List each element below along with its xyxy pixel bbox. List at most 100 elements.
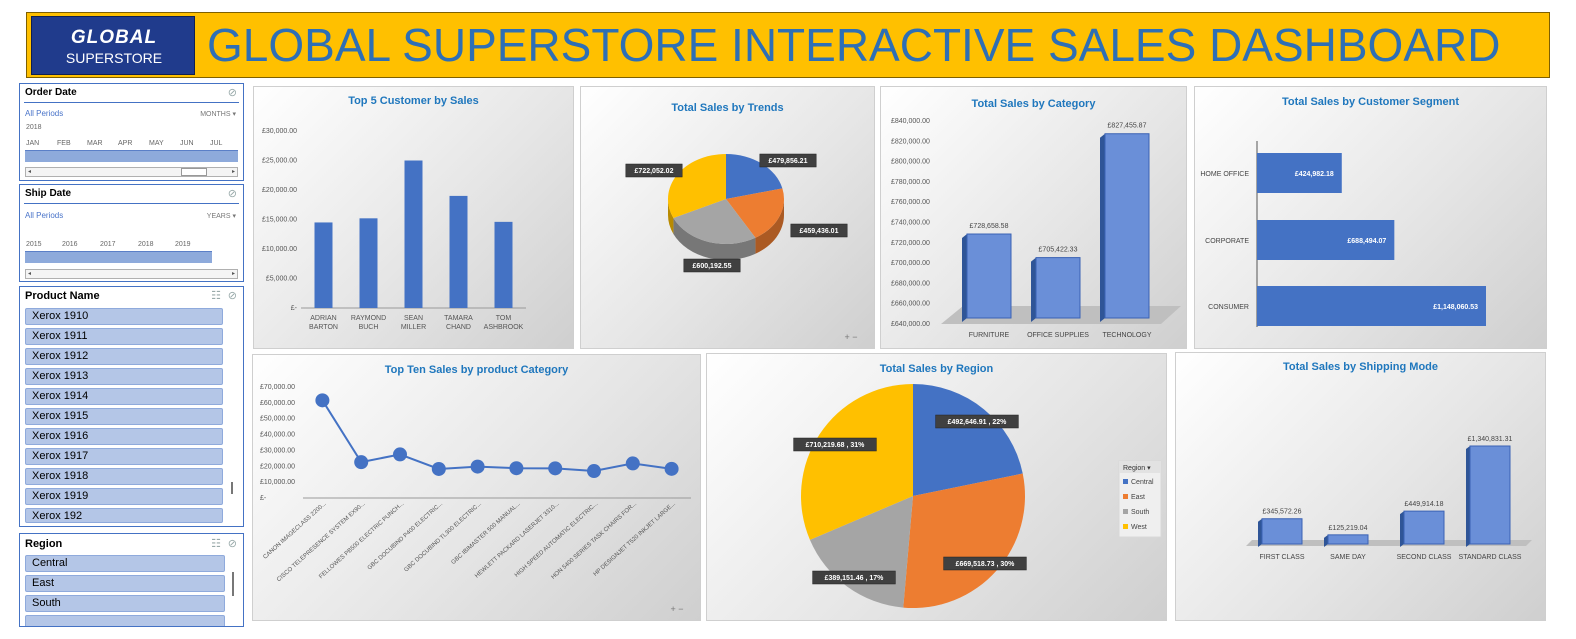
scroll-thumb[interactable]: [181, 168, 207, 176]
timeline-selection-bar[interactable]: [25, 251, 212, 263]
chart-shipping-mode[interactable]: Total Sales by Shipping Mode £345,572.26…: [1175, 352, 1546, 621]
legend-label: Central: [1131, 479, 1154, 486]
pie-slice: [726, 154, 783, 199]
bar: [1257, 286, 1486, 326]
chart-title: Total Sales by Shipping Mode: [1282, 361, 1439, 373]
ship-date-timeline[interactable]: Ship Date ⊘ All Periods YEARS ▾ 2015 201…: [19, 184, 244, 282]
logo-bottom-text: SUPERSTORE: [65, 50, 163, 66]
chart-top5-customers[interactable]: Top 5 Customer by Sales £- £5,000.00 £10,0…: [253, 86, 574, 349]
data-label: £1,340,831.31: [1468, 436, 1513, 443]
chart-sales-trends[interactable]: Total Sales by Trends £479,856.21 £459,43…: [580, 86, 875, 349]
data-point: [393, 447, 407, 462]
data-point: [315, 393, 330, 408]
x-tick-label: FIRST CLASS: [1260, 554, 1305, 561]
slicer-item[interactable]: [25, 615, 225, 626]
data-point: [587, 464, 601, 479]
chart-sales-region[interactable]: Total Sales by Region £492,646.91 , 22% £…: [706, 353, 1167, 621]
y-tick-label: £25,000.00: [262, 158, 297, 165]
data-label: £125,219.04: [1329, 525, 1368, 532]
slicer-item[interactable]: Xerox 1913: [25, 368, 223, 385]
data-point: [548, 461, 563, 476]
chart-sales-category[interactable]: Total Sales by Category £640,000.00 £660,…: [880, 86, 1187, 349]
clear-filter-icon[interactable]: ⊘: [227, 87, 237, 99]
data-label-box: [625, 163, 683, 178]
region-svg: £492,646.91 , 22% £669,518.73 , 30% £389,1…: [793, 384, 1162, 608]
slicer-item[interactable]: Xerox 192: [25, 508, 223, 523]
x-tick-label: RAYMOND: [351, 315, 386, 322]
slicer-item[interactable]: Xerox 1911: [25, 328, 223, 345]
timeline-year-label: 2015: [26, 241, 42, 248]
data-label-box: [935, 414, 1019, 429]
timeline-month-label: JAN: [26, 140, 40, 147]
slicer-item[interactable]: Xerox 1912: [25, 348, 223, 365]
global-superstore-logo: GLOBAL SUPERSTORE: [31, 16, 195, 75]
x-tick-label: GBC DOCUBIND TL300 ELECTRIC...: [403, 501, 483, 574]
slicer-item[interactable]: Xerox 1915: [25, 408, 223, 425]
x-tick-label: TOM: [496, 315, 512, 322]
x-tick-label: OFFICE SUPPLIES: [1027, 332, 1089, 339]
timeline-month-label: JUN: [180, 140, 194, 147]
product-name-slicer[interactable]: Product Name ☷ ⊘ Xerox 1910 Xerox 1911 X…: [19, 286, 244, 527]
clear-filter-icon[interactable]: ⊘: [227, 188, 237, 200]
bar-side: [1258, 518, 1262, 547]
slicer-scrollbar[interactable]: [231, 482, 233, 494]
data-label: £459,436.01: [800, 228, 839, 235]
y-tick-label: CORPORATE: [1205, 238, 1249, 245]
series-line: [321, 399, 672, 473]
y-tick-label: £20,000.00: [262, 187, 297, 194]
chart-title: Total Sales by Region: [879, 363, 994, 375]
chart-customer-segment[interactable]: Total Sales by Customer Segment £424,982…: [1194, 86, 1547, 349]
pie-slice-side: [668, 199, 674, 234]
data-label: £722,052.02: [635, 168, 674, 175]
timeline-year-label: 2019: [175, 241, 191, 248]
timeline-scrollbar[interactable]: ◂ ▸: [25, 269, 238, 279]
zoom-buttons: + −: [844, 332, 857, 342]
slicer-item[interactable]: Central: [25, 555, 225, 572]
slicer-item[interactable]: East: [25, 575, 225, 592]
slicer-item[interactable]: Xerox 1919: [25, 488, 223, 505]
x-tick-label: BARTON: [309, 324, 338, 331]
order-date-timeline[interactable]: Order Date ⊘ All Periods MONTHS ▾ 2018 J…: [19, 83, 244, 181]
slicer-scrollbar[interactable]: [232, 572, 234, 596]
x-tick-label: HEWLETT PACKARD LASERJET 3310...: [474, 501, 561, 580]
pie-slice: [801, 384, 913, 540]
chart-top10-products[interactable]: Top Ten Sales by product Category £- £10,…: [252, 354, 701, 621]
multi-select-icon[interactable]: ☷: [211, 538, 221, 550]
chart-floor: [1246, 540, 1532, 546]
y-tick-label: £70,000.00: [260, 384, 295, 391]
y-tick-label: HOME OFFICE: [1200, 171, 1249, 178]
order-date-title: Order Date: [25, 87, 77, 98]
order-date-level[interactable]: MONTHS ▾: [200, 111, 236, 118]
x-tick-label: SEAN: [404, 315, 423, 322]
ship-date-level[interactable]: YEARS ▾: [206, 213, 236, 220]
y-tick-label: £5,000.00: [266, 276, 297, 283]
data-label: £669,518.73 , 30%: [956, 561, 1016, 568]
bar: [314, 222, 333, 308]
bar-side: [1100, 133, 1105, 322]
x-tick-label: CHAND: [446, 324, 471, 331]
slicer-item[interactable]: South: [25, 595, 225, 612]
region-slicer[interactable]: Region ☷ ⊘ Central East South: [19, 533, 244, 627]
clear-filter-icon[interactable]: ⊘: [227, 538, 237, 550]
clear-filter-icon[interactable]: ⊘: [227, 290, 237, 302]
x-tick-label: CANON IMAGECLASS 2200...: [263, 501, 328, 561]
legend-header: [1119, 461, 1161, 473]
top10-svg: £- £10,000.00 £20,000.00 £30,000.00 £40,000.…: [260, 384, 691, 614]
slicer-item[interactable]: Xerox 1914: [25, 388, 223, 405]
slicer-item[interactable]: Xerox 1916: [25, 428, 223, 445]
timeline-scrollbar[interactable]: ◂ ▸: [25, 167, 238, 177]
legend-swatch: [1123, 494, 1128, 499]
bar: [494, 221, 513, 308]
timeline-month-label: FEB: [57, 140, 71, 147]
chart-title: Total Sales by Customer Segment: [1281, 96, 1460, 108]
x-tick-label: HP DESIGNJET T520 INKJET LARGE...: [593, 501, 677, 578]
x-tick-label: GBC DOCUBIND P400 ELECTRIC...: [367, 501, 445, 572]
multi-select-icon[interactable]: ☷: [211, 290, 221, 302]
slicer-item[interactable]: Xerox 1910: [25, 308, 223, 325]
x-tick-label: HIGH SPEED AUTOMATIC ELECTRIC...: [514, 501, 600, 579]
pie-slice: [726, 188, 784, 238]
timeline-selection-bar[interactable]: [25, 150, 238, 162]
slicer-item[interactable]: Xerox 1917: [25, 448, 223, 465]
x-tick-label: ASHBROOK: [484, 324, 524, 331]
slicer-item[interactable]: Xerox 1918: [25, 468, 223, 485]
